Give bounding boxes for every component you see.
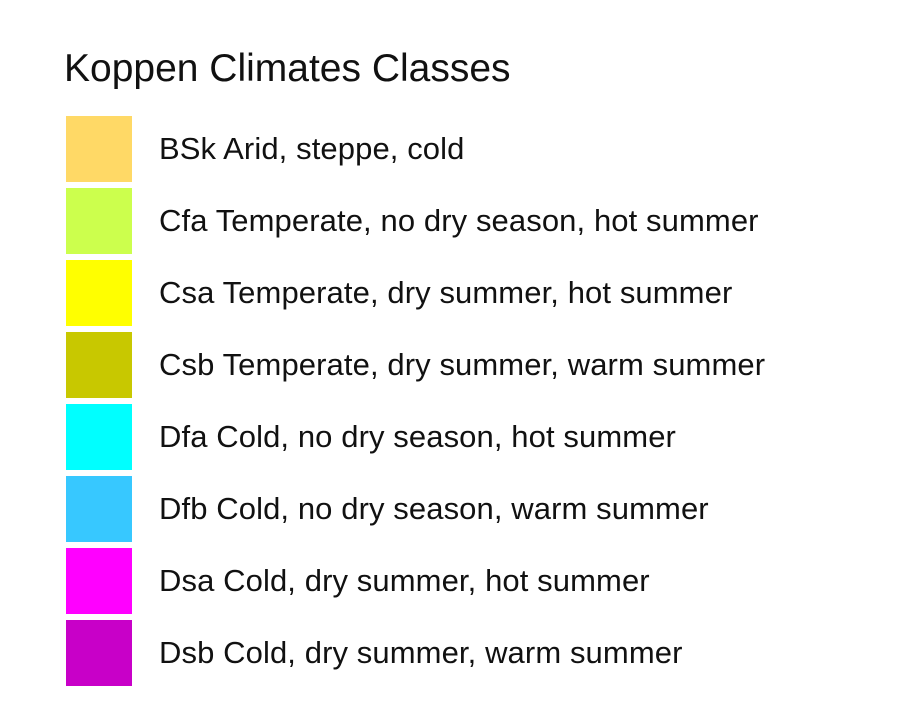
legend-item-cfa: Cfa Temperate, no dry season, hot summer	[66, 188, 765, 254]
legend-item-bsk: BSk Arid, steppe, cold	[66, 116, 765, 182]
legend-label-bsk: BSk Arid, steppe, cold	[159, 131, 465, 166]
legend-item-csa: Csa Temperate, dry summer, hot summer	[66, 260, 765, 326]
legend-swatch-csa	[66, 260, 132, 326]
legend-label-dfa: Dfa Cold, no dry season, hot summer	[159, 419, 676, 454]
legend-label-csa: Csa Temperate, dry summer, hot summer	[159, 275, 733, 310]
legend-item-dsb: Dsb Cold, dry summer, warm summer	[66, 620, 765, 686]
legend-label-csb: Csb Temperate, dry summer, warm summer	[159, 347, 766, 382]
legend-item-dfb: Dfb Cold, no dry season, warm summer	[66, 476, 765, 542]
legend-label-dsa: Dsa Cold, dry summer, hot summer	[159, 563, 650, 598]
legend-label-dfb: Dfb Cold, no dry season, warm summer	[159, 491, 709, 526]
legend-item-csb: Csb Temperate, dry summer, warm summer	[66, 332, 765, 398]
legend-swatch-bsk	[66, 116, 132, 182]
legend-list: BSk Arid, steppe, cold Cfa Temperate, no…	[66, 116, 765, 692]
legend-swatch-dfa	[66, 404, 132, 470]
legend-swatch-dsb	[66, 620, 132, 686]
legend-title: Koppen Climates Classes	[64, 47, 511, 90]
legend-label-dsb: Dsb Cold, dry summer, warm summer	[159, 635, 683, 670]
legend-swatch-dfb	[66, 476, 132, 542]
legend-item-dfa: Dfa Cold, no dry season, hot summer	[66, 404, 765, 470]
legend-swatch-dsa	[66, 548, 132, 614]
legend-item-dsa: Dsa Cold, dry summer, hot summer	[66, 548, 765, 614]
legend-label-cfa: Cfa Temperate, no dry season, hot summer	[159, 203, 759, 238]
legend-swatch-csb	[66, 332, 132, 398]
legend-swatch-cfa	[66, 188, 132, 254]
